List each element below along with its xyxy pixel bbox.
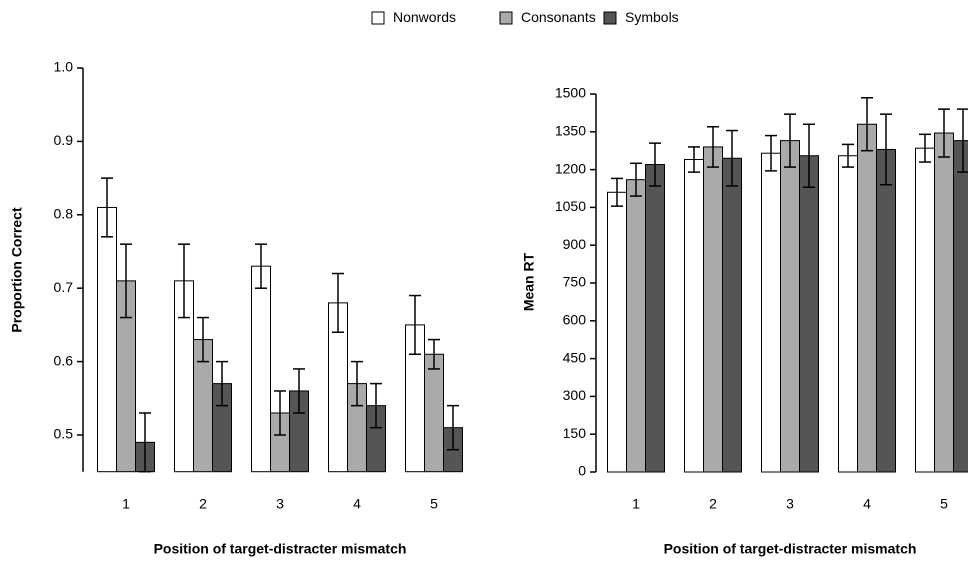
y-tick-label: 750 [563, 274, 587, 290]
y-tick-label: 0.9 [54, 132, 74, 148]
bar [626, 179, 646, 473]
bar [703, 146, 723, 473]
legend-swatch [499, 11, 513, 25]
error-bar [611, 177, 623, 207]
error-bar [938, 108, 950, 158]
x-tick-label: 1 [632, 496, 640, 512]
x-axis-title: Position of target-distracter mismatch [664, 541, 917, 557]
error-bar [216, 360, 228, 407]
y-tick-label: 1500 [555, 85, 586, 101]
x-tick-label: 3 [276, 496, 284, 512]
bar [761, 152, 781, 473]
legend-label: Symbols [625, 9, 679, 25]
legend-swatch [371, 11, 385, 25]
error-bar [351, 360, 363, 407]
x-tick-label: 2 [199, 496, 207, 512]
error-bar [726, 129, 738, 187]
error-bar [957, 108, 968, 173]
x-tick-label: 5 [430, 496, 438, 512]
y-tick-label: 600 [563, 312, 587, 328]
error-bar [428, 338, 440, 370]
x-axis-title: Position of target-distracter mismatch [154, 541, 407, 557]
bar [424, 353, 444, 473]
error-bar [707, 126, 719, 168]
bar [645, 164, 665, 473]
error-bar [274, 390, 286, 436]
bar [607, 191, 627, 473]
bar [857, 123, 877, 473]
legend-swatch [603, 11, 617, 25]
bar [953, 140, 968, 473]
error-bar [101, 177, 113, 238]
bar [684, 159, 704, 473]
y-tick-label: 0.8 [54, 206, 74, 222]
x-tick-label: 3 [786, 496, 794, 512]
error-bar [842, 143, 854, 168]
error-bar [332, 272, 344, 333]
error-bar [178, 243, 190, 319]
y-tick-label: 0 [578, 463, 586, 479]
x-tick-label: 5 [940, 496, 948, 512]
x-tick-label: 4 [353, 496, 361, 512]
x-tick-label: 1 [122, 496, 130, 512]
bar [97, 206, 117, 473]
bar [251, 265, 271, 473]
error-bar [197, 316, 209, 363]
error-bar [630, 162, 642, 197]
y-tick-label: 0.6 [54, 352, 74, 368]
y-axis-title: Mean RT [521, 252, 537, 311]
legend-label: Nonwords [393, 9, 456, 25]
error-bar [409, 294, 421, 356]
error-bar [293, 368, 305, 414]
bar [722, 157, 742, 473]
bar [876, 148, 896, 473]
bar [799, 155, 819, 473]
bar [780, 140, 800, 473]
chart-panel: 0 150 300 450 600 750 900 1050 1200 1350 1500 1 2 3 4 5… [521, 85, 968, 557]
bar [915, 147, 935, 473]
y-axis-title: Proportion Correct [9, 207, 25, 333]
y-tick-label: 1.0 [54, 59, 74, 75]
x-tick-label: 2 [709, 496, 717, 512]
error-bar [120, 243, 132, 319]
error-bar [649, 142, 661, 187]
error-bar [688, 146, 700, 173]
y-tick-label: 450 [563, 349, 587, 365]
error-bar [447, 404, 459, 451]
y-tick-label: 0.5 [54, 426, 74, 442]
error-bar [765, 134, 777, 172]
error-bar [861, 97, 873, 152]
y-tick-label: 1350 [555, 123, 586, 139]
y-tick-label: 150 [563, 425, 587, 441]
y-tick-label: 0.7 [54, 279, 74, 295]
error-bar [370, 382, 382, 429]
y-tick-label: 1200 [555, 160, 586, 176]
error-bar [784, 113, 796, 168]
error-bar [255, 243, 267, 289]
chart-panel: 0.5 0.6 0.7 0.8 0.9 1.0 1 2 3 4 5 Position of targe… [9, 59, 463, 557]
bar [838, 155, 858, 473]
legend-label: Consonants [521, 9, 596, 25]
y-tick-label: 300 [563, 387, 587, 403]
error-bar [919, 133, 931, 163]
x-tick-label: 4 [863, 496, 871, 512]
y-tick-label: 1050 [555, 198, 586, 214]
legend: Nonwords Consonants Symbols [371, 9, 679, 25]
error-bar [139, 412, 151, 473]
error-bar [880, 113, 892, 186]
y-tick-label: 900 [563, 236, 587, 252]
bar [934, 132, 954, 473]
error-bar [803, 123, 815, 188]
